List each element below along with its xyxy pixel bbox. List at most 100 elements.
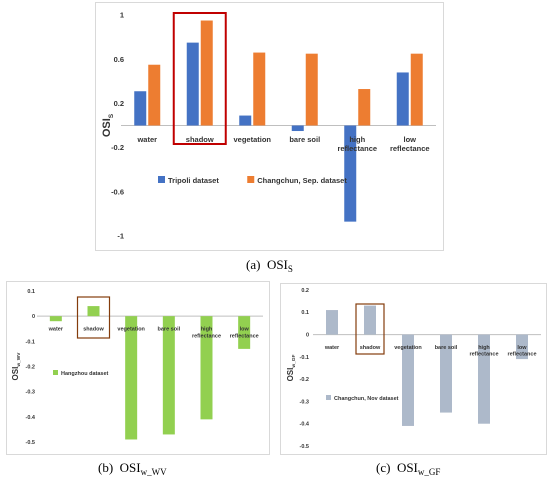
y-tick-label: -0.6 <box>111 187 124 196</box>
x-tick-label-line: high <box>349 135 365 144</box>
bar-hangzhou-dataset-high-reflectance <box>200 316 213 420</box>
bar-tripoli-dataset-bare-soil <box>291 125 304 132</box>
x-tick-label-line: bare soil <box>435 345 458 351</box>
x-tick-label-low-reflectance: low reflectance <box>507 345 536 358</box>
bar-tripoli-dataset-high-reflectance <box>344 125 357 222</box>
x-tick-label-water: water <box>324 345 340 351</box>
caption-c-label: (c) <box>376 460 391 475</box>
y-tick-label: -0.1 <box>26 339 35 345</box>
bar-tripoli-dataset-shadow <box>186 42 199 126</box>
x-tick-label-line: bare soil <box>289 135 320 144</box>
y-axis-label: OSIS <box>101 113 115 137</box>
x-tick-label-high-reflectance: high reflectance <box>337 135 377 153</box>
bar-tripoli-dataset-water <box>134 91 147 126</box>
chart-osi-w-wv: 0.1 0 -0.1 -0.2 -0.3 -0.4 -0.5 OSIw_WV water shad… <box>11 289 263 446</box>
y-tick-label: -0.4 <box>26 415 36 421</box>
caption-c: (c) OSIw_GF <box>376 460 440 477</box>
x-tick-label-line: low <box>517 345 527 351</box>
x-tick-label-line: reflectance <box>192 333 221 339</box>
highlight-box-shadow <box>76 296 111 339</box>
bar-changchun-sep-dataset-shadow <box>200 20 213 126</box>
bar-tripoli-dataset-low-reflectance <box>396 72 409 126</box>
y-tick-label: -0.5 <box>300 444 309 450</box>
x-tick-label-shadow: shadow <box>360 345 381 351</box>
caption-a-text: OSI <box>266 257 288 272</box>
legend-swatch-tripoli-dataset <box>158 176 165 183</box>
x-tick-label-line: reflectance <box>469 352 498 358</box>
bar-changchun-nov-dataset-vegetation <box>402 334 414 426</box>
chart-osi-w-gf: 0.2 0.1 0 -0.1 -0.2 -0.3 -0.4 -0.5 OSIw_GF water s… <box>286 288 541 450</box>
y-tick-label: -0.3 <box>26 390 35 396</box>
y-tick-label: 0.6 <box>114 55 124 64</box>
caption-c-text: OSI <box>396 460 418 475</box>
caption-b-text: OSI <box>119 460 141 475</box>
x-tick-label-low-reflectance: low reflectance <box>230 327 259 340</box>
bar-hangzhou-dataset-bare-soil <box>162 316 175 435</box>
x-tick-label-bare-soil: bare soil <box>158 327 181 333</box>
x-tick-label-high-reflectance: high reflectance <box>192 327 221 340</box>
legend-swatch-hangzhou-dataset <box>53 370 58 375</box>
bar-tripoli-dataset-vegetation <box>239 115 252 126</box>
x-tick-label-line: vegetation <box>394 345 422 351</box>
x-tick-label-line: shadow <box>83 327 104 333</box>
bar-changchun-sep-dataset-water <box>148 64 161 126</box>
caption-c-sub: w_GF <box>417 467 441 477</box>
legend-label-hangzhou-dataset: Hangzhou dataset <box>61 371 109 377</box>
bar-hangzhou-dataset-shadow <box>87 306 100 317</box>
x-tick-label-line: water <box>48 327 64 333</box>
x-tick-label-line: shadow <box>186 135 214 144</box>
highlight-box-shadow <box>172 12 227 145</box>
bar-changchun-sep-dataset-low-reflectance <box>410 53 423 126</box>
legend-label-changchun-nov-dataset: Changchun, Nov dataset <box>334 396 399 402</box>
bar-hangzhou-dataset-low-reflectance <box>238 316 251 349</box>
bar-changchun-sep-dataset-bare-soil <box>305 53 318 126</box>
y-tick-label: -0.5 <box>26 440 35 446</box>
x-tick-label-line: reflectance <box>507 352 536 358</box>
bar-hangzhou-dataset-water <box>49 316 62 322</box>
y-axis-label: OSIw_GF <box>286 355 297 382</box>
bar-changchun-sep-dataset-vegetation <box>253 52 266 126</box>
x-tick-label-vegetation: vegetation <box>233 135 271 144</box>
x-tick-label-line: reflectance <box>390 144 430 153</box>
x-tick-label-line: bare soil <box>158 327 181 333</box>
y-tick-label: 0.1 <box>301 310 309 316</box>
y-tick-label: -0.4 <box>300 422 310 428</box>
bar-changchun-nov-dataset-bare-soil <box>440 334 452 413</box>
y-tick-label: 1 <box>120 11 124 20</box>
highlight-box-shadow <box>355 303 385 355</box>
x-tick-label-shadow: shadow <box>83 327 104 333</box>
y-tick-label: 0 <box>306 332 309 338</box>
x-tick-label-bare-soil: bare soil <box>289 135 320 144</box>
x-tick-label-line: low <box>404 135 417 144</box>
legend-label-tripoli-dataset: Tripoli dataset <box>168 176 219 185</box>
x-tick-label-line: high <box>478 345 490 351</box>
y-axis-label-sub: w_WV <box>16 352 22 368</box>
y-tick-label: -0.3 <box>300 399 309 405</box>
x-tick-label-high-reflectance: high reflectance <box>469 345 498 358</box>
bar-changchun-nov-dataset-high-reflectance <box>478 334 490 424</box>
y-tick-label: 0.2 <box>114 99 124 108</box>
chart-osi-s: 1 0.6 0.2 -0.2 -0.6 -1 OSIS water shadow vegetati… <box>101 11 436 241</box>
x-tick-label-vegetation: vegetation <box>394 345 422 351</box>
x-tick-label-line: water <box>324 345 340 351</box>
caption-b-label: (b) <box>98 460 114 475</box>
x-tick-label-line: shadow <box>360 345 381 351</box>
bar-changchun-nov-dataset-shadow <box>364 305 376 335</box>
chart-panel-osi-w-wv: 0.1 0 -0.1 -0.2 -0.3 -0.4 -0.5 OSIw_WV water shad… <box>6 281 270 455</box>
x-tick-label-line: low <box>240 327 250 333</box>
legend-label-changchun-sep-dataset: Changchun, Sep. dataset <box>257 176 347 185</box>
y-tick-label: 0.2 <box>301 288 309 294</box>
y-tick-label: -0.2 <box>300 377 309 383</box>
legend-swatch-changchun-sep-dataset <box>247 176 255 183</box>
y-tick-label: -0.1 <box>300 355 309 361</box>
bar-hangzhou-dataset-vegetation <box>125 316 138 440</box>
y-axis-label-sub: S <box>108 113 115 118</box>
y-tick-label: 0.1 <box>27 289 35 295</box>
caption-a-sub: S <box>287 264 293 274</box>
x-tick-label-water: water <box>136 135 157 144</box>
x-tick-label-line: water <box>136 135 157 144</box>
x-tick-label-vegetation: vegetation <box>117 327 145 333</box>
x-tick-label-line: vegetation <box>117 327 145 333</box>
bar-changchun-nov-dataset-low-reflectance <box>516 334 528 360</box>
caption-a: (a) OSIS <box>246 257 293 274</box>
